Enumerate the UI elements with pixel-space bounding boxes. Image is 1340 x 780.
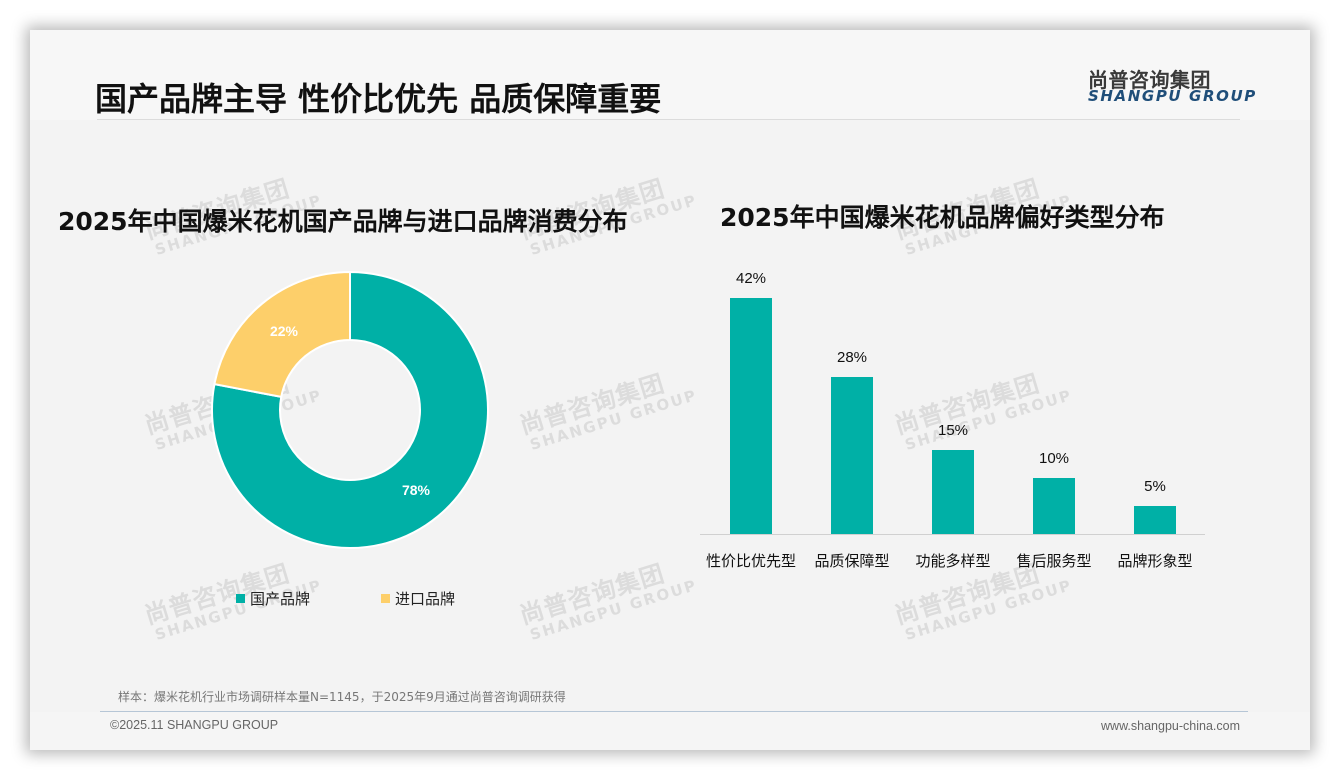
bar-category-label: 性价比优先型 (705, 552, 797, 570)
logo-english: SHANGPU GROUP (1088, 87, 1257, 105)
watermark-cn: 尚普咨询集团 (516, 369, 669, 440)
footer-band (30, 712, 1310, 750)
bar-after-sales (1033, 477, 1075, 534)
title-divider (97, 119, 1240, 120)
bar-category-label: 售后服务型 (1016, 552, 1092, 570)
bar-price-first (730, 297, 772, 534)
bar-chart: 42% 性价比优先型 28% 品质保障型 15% 功能多样型 10% 售后服务型 5% 品牌形象型 (700, 260, 1210, 590)
legend-swatch-teal (236, 594, 245, 603)
bar-brand-image (1134, 505, 1176, 534)
legend-label: 进口品牌 (395, 590, 456, 608)
donut-slice-domestic (211, 270, 489, 549)
bar-category-label: 品质保障型 (814, 552, 890, 570)
donut-chart (211, 270, 489, 549)
bar-value-label: 42% (735, 269, 767, 287)
watermark-cn: 尚普咨询集团 (516, 559, 669, 630)
watermark-en: SHANGPU GROUP (527, 575, 700, 644)
bar-value-label: 5% (1144, 477, 1166, 495)
bar-feature-diverse (932, 449, 974, 534)
legend-item-imported: 进口品牌 (381, 588, 455, 609)
watermark-en: SHANGPU GROUP (527, 385, 700, 454)
bar-chart-title: 2025年中国爆米花机品牌偏好类型分布 (720, 203, 1165, 232)
donut-slice-imported (213, 270, 351, 399)
bar-value-label: 15% (937, 421, 969, 439)
header-band (30, 30, 1310, 120)
copyright-text: ©2025.11 SHANGPU GROUP (110, 718, 279, 732)
logo-chinese: 尚普咨询集团 (1088, 68, 1211, 92)
website-link[interactable]: www.shangpu-china.com (1101, 719, 1240, 733)
legend-item-domestic: 国产品牌 (236, 588, 310, 609)
x-axis-line (700, 534, 1205, 535)
bar-quality-assurance (831, 376, 873, 534)
legend-label: 国产品牌 (250, 590, 311, 608)
donut-chart-title: 2025年中国爆米花机国产品牌与进口品牌消费分布 (58, 207, 628, 236)
legend-swatch-yellow (381, 594, 390, 603)
bar-value-label: 28% (836, 348, 868, 366)
bar-category-label: 功能多样型 (915, 552, 991, 570)
bar-value-label: 10% (1038, 449, 1070, 467)
bar-category-label: 品牌形象型 (1117, 552, 1193, 570)
source-note: 样本：爆米花机行业市场调研样本量N=1145，于2025年9月通过尚普咨询调研获… (118, 690, 566, 704)
donut-label-domestic: 78% (401, 482, 431, 498)
page-title: 国产品牌主导 性价比优先 品质保障重要 (95, 80, 662, 118)
footer-divider (100, 711, 1248, 712)
slide: 国产品牌主导 性价比优先 品质保障重要 尚普咨询集团 SHANGPU GROUP… (30, 30, 1310, 750)
donut-label-imported: 22% (269, 323, 299, 339)
